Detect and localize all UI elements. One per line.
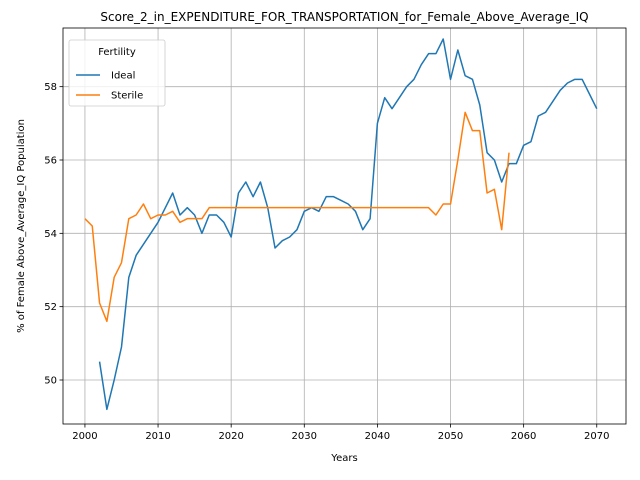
series-line-ideal (98, 38, 598, 411)
y-axis-label: % of Female Above_Average_IQ Population (16, 119, 27, 333)
series-line-sterile (84, 111, 510, 323)
chart-title: Score_2_in_EXPENDITURE_FOR_TRANSPORTATIO… (100, 10, 588, 24)
x-axis-label: Years (330, 453, 357, 464)
x-tick-label: 2070 (584, 431, 609, 442)
grid (63, 28, 626, 424)
x-tick-label: 2050 (438, 431, 463, 442)
x-tick-label: 2040 (365, 431, 390, 442)
x-tick-label: 2010 (145, 431, 170, 442)
legend-label-ideal: Ideal (111, 71, 135, 82)
x-tick-label: 2060 (511, 431, 536, 442)
legend: Fertility Ideal Sterile (68, 39, 166, 107)
axis-ticks: 2000 2010 2020 2030 2040 2050 2060 2070 50 52 54 56… (44, 82, 609, 442)
x-tick-label: 2030 (292, 431, 317, 442)
x-tick-label: 2000 (72, 431, 97, 442)
legend-title: Fertility (98, 47, 136, 58)
series-lines (84, 38, 598, 411)
legend-box (68, 39, 166, 107)
y-tick-label: 52 (44, 302, 57, 313)
y-tick-label: 50 (44, 376, 57, 387)
plot-frame (62, 27, 627, 425)
y-tick-label: 58 (44, 82, 57, 93)
y-tick-label: 54 (44, 229, 57, 240)
x-tick-label: 2020 (218, 431, 243, 442)
legend-label-sterile: Sterile (111, 91, 143, 102)
y-tick-label: 56 (44, 156, 57, 167)
